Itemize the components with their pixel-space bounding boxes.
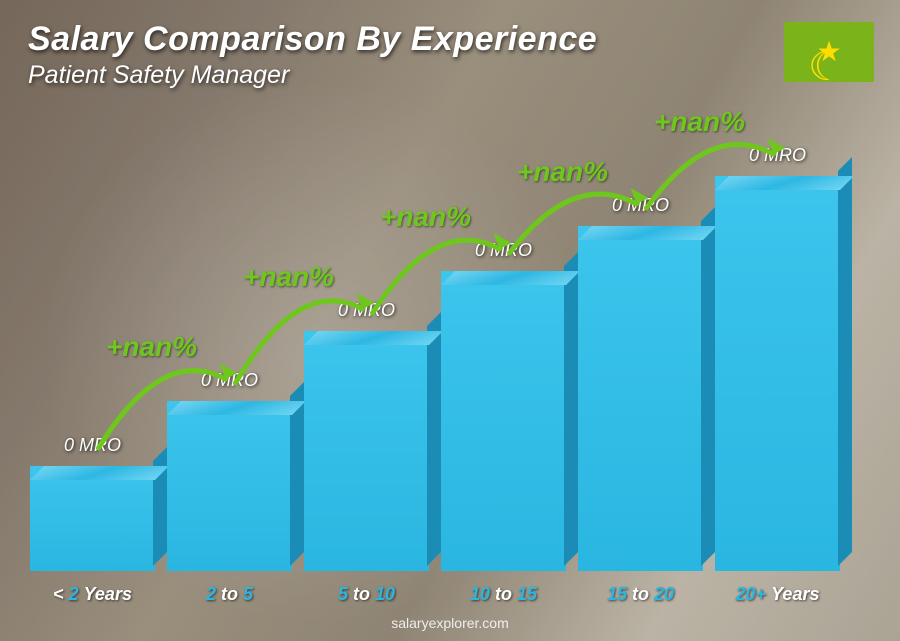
footer-credit: salaryexplorer.com [0,615,900,631]
delta-arc-icon [0,0,900,641]
